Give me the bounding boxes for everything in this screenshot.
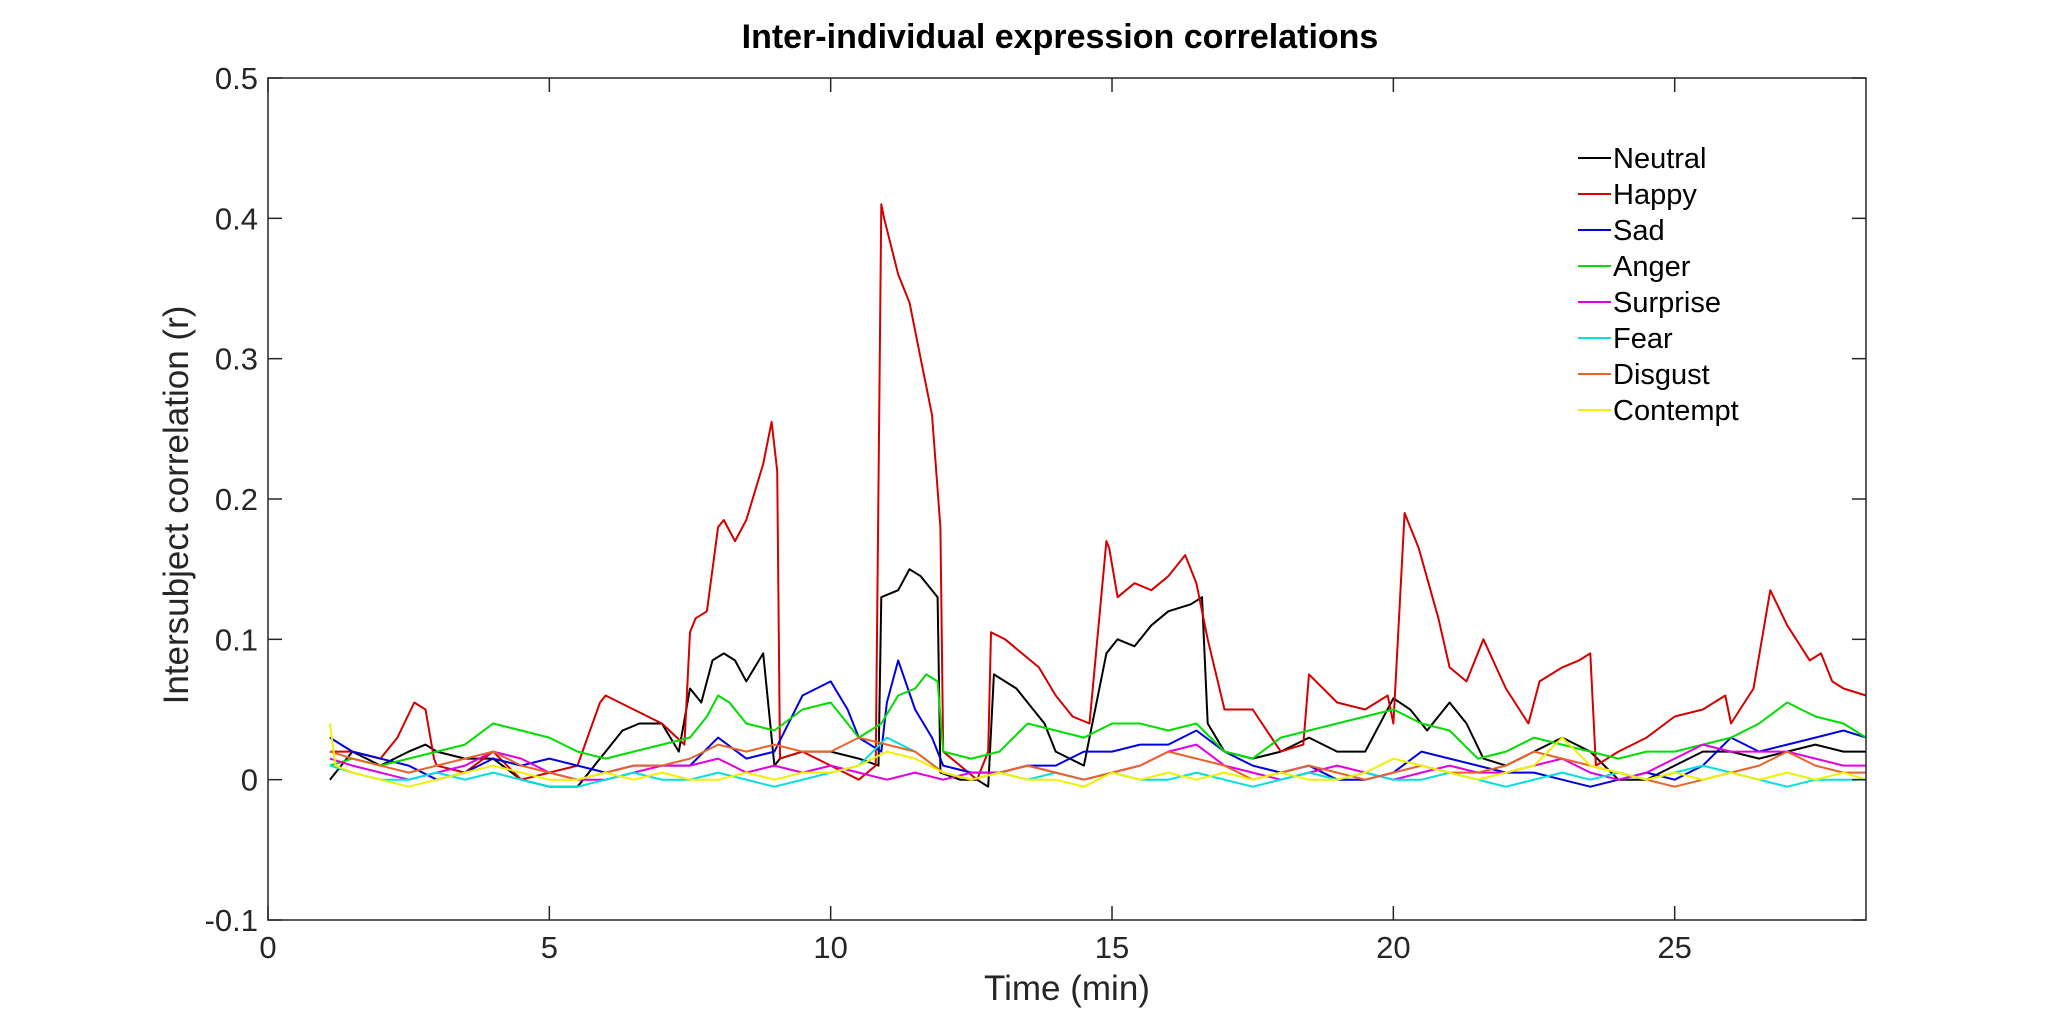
x-tick-label: 25 [1657,930,1691,965]
legend-label-sad: Sad [1613,215,1665,247]
legend-label-neutral: Neutral [1613,143,1707,175]
x-tick-label: 20 [1376,930,1410,965]
series-layer [328,203,1867,788]
y-tick-label: -0.1 [205,903,258,938]
series-line-happy [329,203,1867,781]
y-tick-label: 0.1 [215,622,258,657]
y-tick-label: 0.4 [215,201,258,236]
y-tick-label: 0.2 [215,482,258,517]
x-tick-label: 15 [1095,930,1129,965]
legend-label-disgust: Disgust [1613,359,1710,391]
y-axis-label: Intersubject correlation (r) [157,306,196,705]
plot-area: 0 5 10 15 20 25-0.100.10.20.30.40.5 [205,61,1867,965]
series-line-anger [329,673,1867,767]
y-tick-label: 0 [241,763,258,798]
legend: Neutral Happy Sad Anger Surprise Fear Disgust C… [1578,143,1739,427]
series-line-contempt [328,723,1867,788]
legend-label-anger: Anger [1613,251,1691,283]
y-tick-label: 0.5 [215,61,258,96]
series-line-sad [329,659,1867,788]
plot-background [268,78,1866,920]
legend-label-happy: Happy [1613,179,1697,211]
x-axis-label: Time (min) [984,969,1150,1008]
tick-layer: 0 5 10 15 20 25-0.100.10.20.30.40.5 [205,61,1866,965]
x-tick-label: 10 [813,930,847,965]
legend-label-fear: Fear [1613,323,1673,355]
x-tick-label: 5 [541,930,558,965]
y-tick-label: 0.3 [215,342,258,377]
x-tick-label: 0 [259,930,276,965]
legend-label-surprise: Surprise [1613,287,1721,319]
legend-label-contempt: Contempt [1613,395,1739,427]
chart-title: Inter-individual expression correlations [742,18,1379,56]
